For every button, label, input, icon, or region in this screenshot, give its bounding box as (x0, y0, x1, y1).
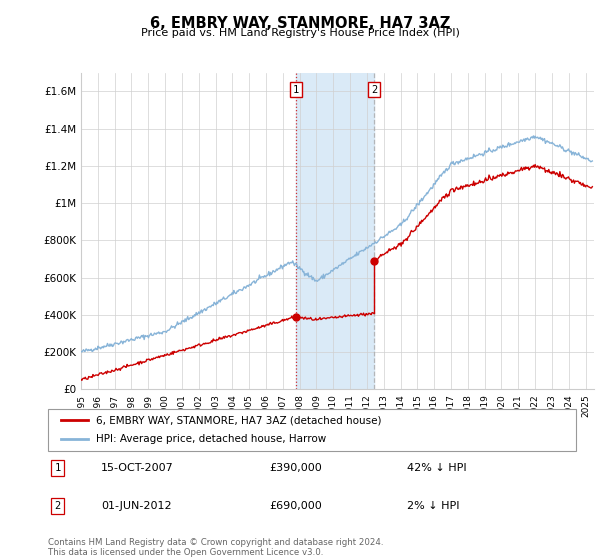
Bar (296, 73, 374, 389)
Text: 6, EMBRY WAY, STANMORE, HA7 3AZ (detached house): 6, EMBRY WAY, STANMORE, HA7 3AZ (detache… (95, 415, 381, 425)
Text: Price paid vs. HM Land Registry's House Price Index (HPI): Price paid vs. HM Land Registry's House … (140, 28, 460, 38)
Text: 15-OCT-2007: 15-OCT-2007 (101, 463, 173, 473)
Text: £390,000: £390,000 (270, 463, 323, 473)
Text: 1: 1 (293, 85, 299, 95)
Text: 01-JUN-2012: 01-JUN-2012 (101, 501, 172, 511)
Text: £690,000: £690,000 (270, 501, 323, 511)
Text: 6, EMBRY WAY, STANMORE, HA7 3AZ: 6, EMBRY WAY, STANMORE, HA7 3AZ (150, 16, 450, 31)
FancyBboxPatch shape (48, 409, 576, 451)
Text: 2% ↓ HPI: 2% ↓ HPI (407, 501, 460, 511)
Text: 2: 2 (55, 501, 61, 511)
Text: 42% ↓ HPI: 42% ↓ HPI (407, 463, 467, 473)
Text: 2: 2 (371, 85, 377, 95)
Text: HPI: Average price, detached house, Harrow: HPI: Average price, detached house, Harr… (95, 435, 326, 445)
Text: 1: 1 (55, 463, 61, 473)
Text: Contains HM Land Registry data © Crown copyright and database right 2024.
This d: Contains HM Land Registry data © Crown c… (48, 538, 383, 557)
